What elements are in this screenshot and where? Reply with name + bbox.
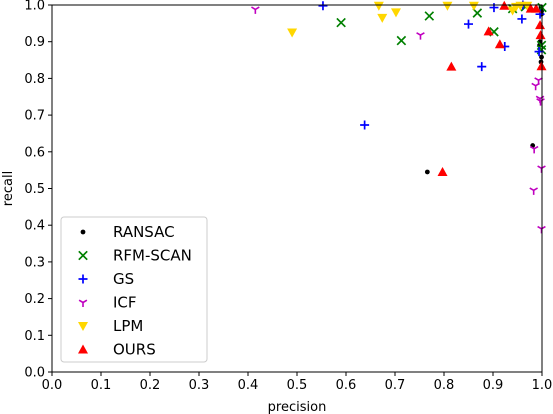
legend-label: LPM	[113, 317, 143, 335]
y-tick-label: 0.0	[24, 366, 45, 381]
y-axis-title: recall	[1, 171, 16, 206]
legend-item-icf: ICF	[78, 294, 137, 312]
legend-label: GS	[113, 270, 134, 288]
legend-marker	[80, 229, 86, 235]
data-point	[373, 1, 384, 11]
legend-item-ransac: RANSAC	[80, 223, 175, 241]
data-point	[489, 3, 499, 13]
x-tick-label: 1.0	[532, 378, 553, 393]
data-point	[534, 77, 543, 85]
legend-label: RFM-SCAN	[113, 247, 192, 265]
data-point	[251, 6, 260, 14]
legend-label: RANSAC	[113, 223, 175, 241]
y-tick-label: 0.9	[24, 35, 45, 50]
data-point	[529, 145, 539, 154]
data-point	[483, 26, 494, 36]
legend-marker	[78, 322, 88, 331]
y-axis: 0.0 0.1 0.2 0.3 0.4 0.5 0.6 0.7 0.8 0.9 1.0	[24, 0, 52, 381]
legend-item-rfm-scan: RFM-SCAN	[78, 247, 192, 265]
y-tick-label: 0.4	[24, 219, 45, 234]
legend-item-lpm: LPM	[78, 317, 143, 335]
x-tick-label: 0.5	[287, 378, 308, 393]
y-tick-label: 0.7	[24, 109, 45, 124]
y-tick-label: 1.0	[24, 0, 45, 14]
legend-marker	[78, 299, 88, 307]
data-point	[531, 3, 542, 13]
data-point	[424, 169, 430, 175]
x-axis-title: precision	[268, 400, 327, 414]
data-point	[437, 166, 448, 176]
y-tick-label: 0.3	[24, 255, 45, 270]
x-tick-label: 0.1	[91, 378, 112, 393]
x-tick-label: 0.0	[42, 378, 63, 393]
data-point	[468, 1, 479, 11]
legend-item-gs: GS	[78, 270, 134, 288]
data-point	[424, 11, 435, 21]
data-point	[336, 17, 346, 28]
data-point	[464, 19, 473, 29]
x-tick-label: 0.4	[238, 378, 259, 393]
x-tick-label: 0.2	[140, 378, 161, 393]
data-point	[318, 1, 328, 11]
y-tick-label: 0.5	[24, 182, 45, 197]
data-point	[477, 62, 487, 72]
data-point	[396, 35, 407, 46]
y-tick-label: 0.8	[24, 72, 45, 87]
x-axis: 0.0 0.1 0.2 0.3 0.4 0.5 0.6 0.7 0.8 0.9 1.0	[42, 372, 553, 393]
data-point	[416, 32, 425, 40]
legend-item-ours: OURS	[78, 341, 156, 359]
x-tick-label: 0.6	[336, 378, 357, 393]
legend-marker	[78, 250, 88, 261]
data-point	[390, 8, 401, 18]
x-tick-label: 0.9	[483, 378, 504, 393]
series-ransac	[424, 4, 544, 175]
data-point	[360, 120, 370, 130]
data-point	[515, 1, 526, 11]
x-tick-label: 0.7	[385, 378, 406, 393]
legend-marker	[78, 344, 88, 354]
legend-label: OURS	[113, 341, 156, 359]
legend-label: ICF	[113, 294, 137, 312]
data-point	[494, 39, 505, 49]
points-layer	[251, 0, 547, 234]
y-tick-label: 0.1	[24, 329, 45, 344]
series-gs	[318, 0, 545, 130]
y-tick-label: 0.2	[24, 292, 45, 307]
data-point	[472, 8, 483, 18]
series-ours	[437, 0, 547, 176]
series-icf	[251, 6, 546, 234]
data-point	[535, 30, 546, 40]
data-point	[535, 20, 546, 30]
legend-box	[60, 216, 208, 363]
legend-marker	[78, 274, 88, 284]
data-point	[522, 1, 533, 11]
data-point	[287, 28, 298, 38]
data-point	[446, 61, 457, 71]
data-point	[517, 14, 527, 24]
y-tick-label: 0.6	[24, 145, 45, 160]
series-lpm	[287, 1, 533, 38]
legend: RANSAC RFM-SCAN GS ICF LPM OURS	[60, 216, 208, 363]
data-point	[529, 187, 538, 195]
data-point	[377, 13, 388, 23]
x-tick-label: 0.8	[434, 378, 455, 393]
x-tick-label: 0.3	[189, 378, 210, 393]
data-point	[442, 1, 453, 11]
